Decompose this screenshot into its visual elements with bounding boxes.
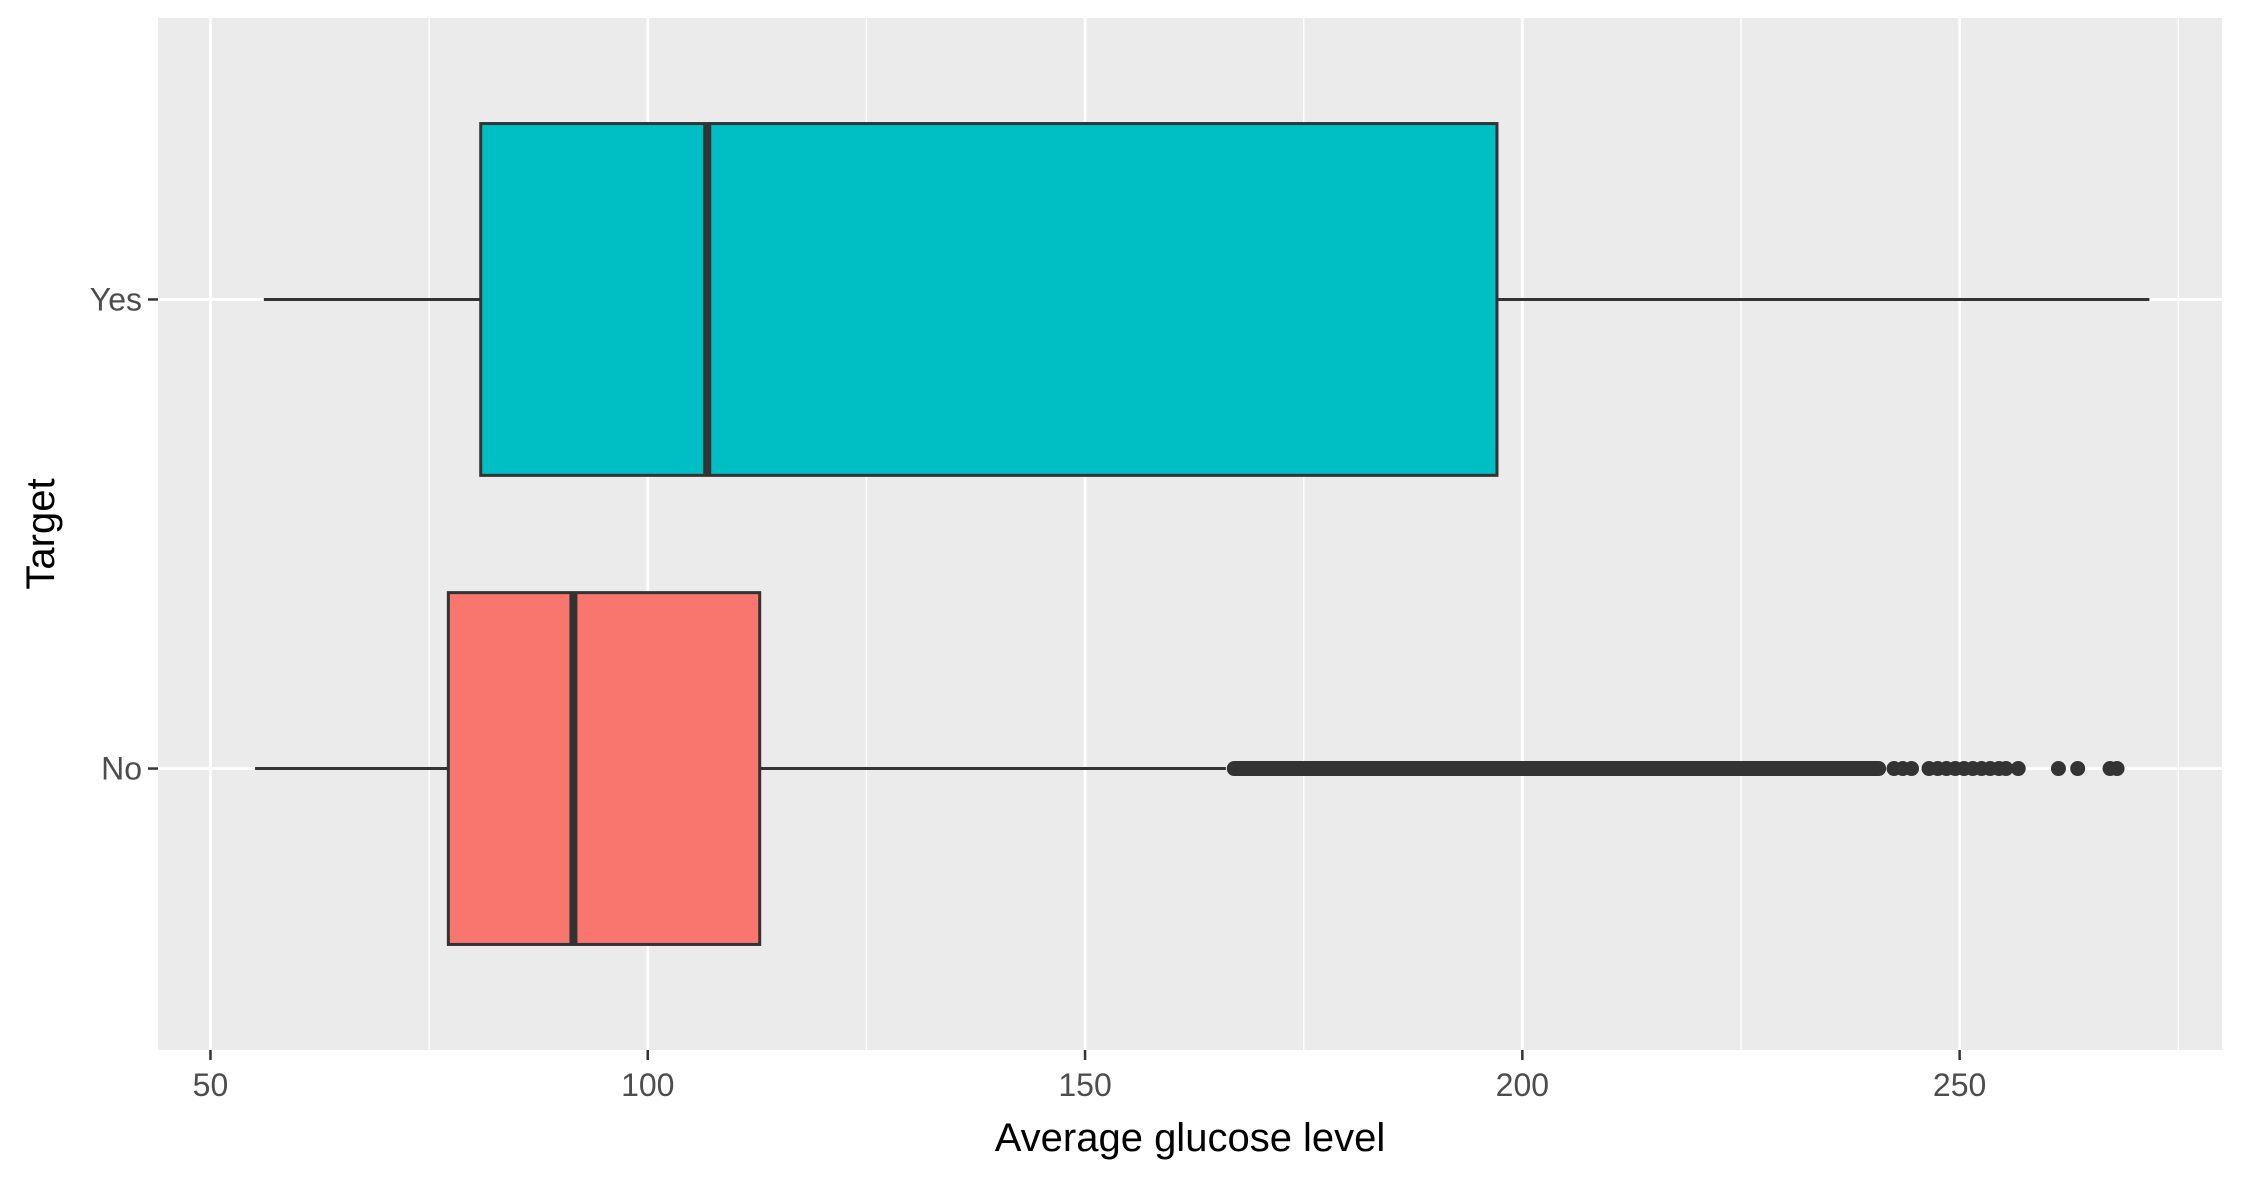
x-tick-label: 250 <box>1933 1067 1986 1103</box>
box <box>446 591 762 946</box>
y-tick-label: No <box>101 751 142 787</box>
y-axis: No Yes <box>90 281 158 787</box>
x-tick-label: 50 <box>193 1067 229 1103</box>
box-group-yes <box>263 122 2150 477</box>
outlier-point <box>2050 761 2066 777</box>
box <box>479 122 1499 477</box>
box-group-no <box>255 591 2125 946</box>
outlier-point <box>1998 761 2014 777</box>
outlier-point <box>2010 761 2026 777</box>
x-axis-title: Average glucose level <box>995 1116 1386 1160</box>
outlier-point <box>2109 761 2125 777</box>
y-tick-label: Yes <box>90 281 142 317</box>
outlier-point <box>1904 761 1920 777</box>
x-tick-label: 150 <box>1058 1067 1111 1103</box>
boxes <box>255 122 2150 946</box>
outlier-cluster <box>1226 761 1887 777</box>
y-axis-title: Target <box>19 478 63 589</box>
x-tick-label: 200 <box>1496 1067 1549 1103</box>
x-tick-label: 100 <box>621 1067 674 1103</box>
outlier-point <box>2070 761 2086 777</box>
x-axis: 50 100 150 200 250 <box>193 1050 1986 1103</box>
